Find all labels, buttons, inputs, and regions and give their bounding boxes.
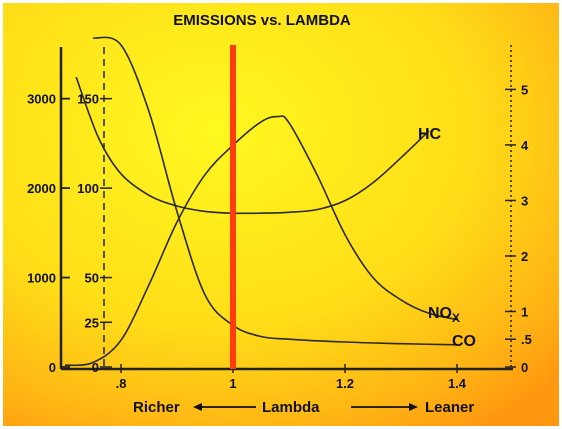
curves-group [64, 36, 458, 367]
co-tick-label: 3 [521, 193, 528, 208]
series-label-nox: NOX [428, 305, 460, 325]
series-line-hc [75, 76, 430, 215]
ticks-group: 0 1000 2000 3000 0 25 50 100 150 0 .5 1 2 3 4 5 .8 1 1.2 1.… [27, 82, 532, 391]
co-tick-label: .5 [521, 332, 532, 347]
arrow-right-icon [409, 403, 418, 411]
chart-title: EMISSIONS vs. LAMBDA [173, 12, 351, 29]
co-tick-label: 1 [521, 304, 528, 319]
hc-tick-label: 100 [77, 181, 99, 196]
series-label-hc: HC [418, 126, 442, 143]
x-label-leaner: Leaner [425, 399, 474, 416]
series-label-nox-main: NO [428, 305, 452, 322]
co-tick-label: 4 [521, 138, 529, 153]
x-tick-label: .8 [116, 376, 127, 391]
nox-tick-label: 0 [49, 360, 56, 375]
nox-tick-label: 3000 [27, 92, 56, 107]
x-tick-label: 1.4 [448, 376, 467, 391]
co-tick-label: 5 [521, 82, 528, 97]
co-tick-label: 0 [521, 360, 528, 375]
series-line-nox [64, 115, 458, 367]
series-label-co: CO [452, 333, 476, 350]
nox-tick-label: 1000 [27, 271, 56, 286]
nox-tick-label: 2000 [27, 181, 56, 196]
co-tick-label: 2 [521, 249, 528, 264]
axes-group [59, 45, 513, 371]
x-tick-label: 1 [229, 376, 236, 391]
series-line-co [92, 36, 458, 346]
arrow-left-icon [193, 403, 202, 411]
x-tick-label: 1.2 [336, 376, 354, 391]
chart-background [3, 3, 559, 426]
hc-tick-label: 50 [85, 271, 99, 286]
x-label-richer: Richer [133, 399, 180, 416]
hc-tick-label: 25 [85, 315, 99, 330]
hc-tick-label: 150 [77, 92, 99, 107]
x-axis-caption: Richer Lambda Leaner [133, 399, 474, 416]
x-label-lambda: Lambda [262, 399, 320, 416]
series-label-nox-sub: X [452, 311, 460, 325]
hc-tick-label: 0 [92, 360, 99, 375]
